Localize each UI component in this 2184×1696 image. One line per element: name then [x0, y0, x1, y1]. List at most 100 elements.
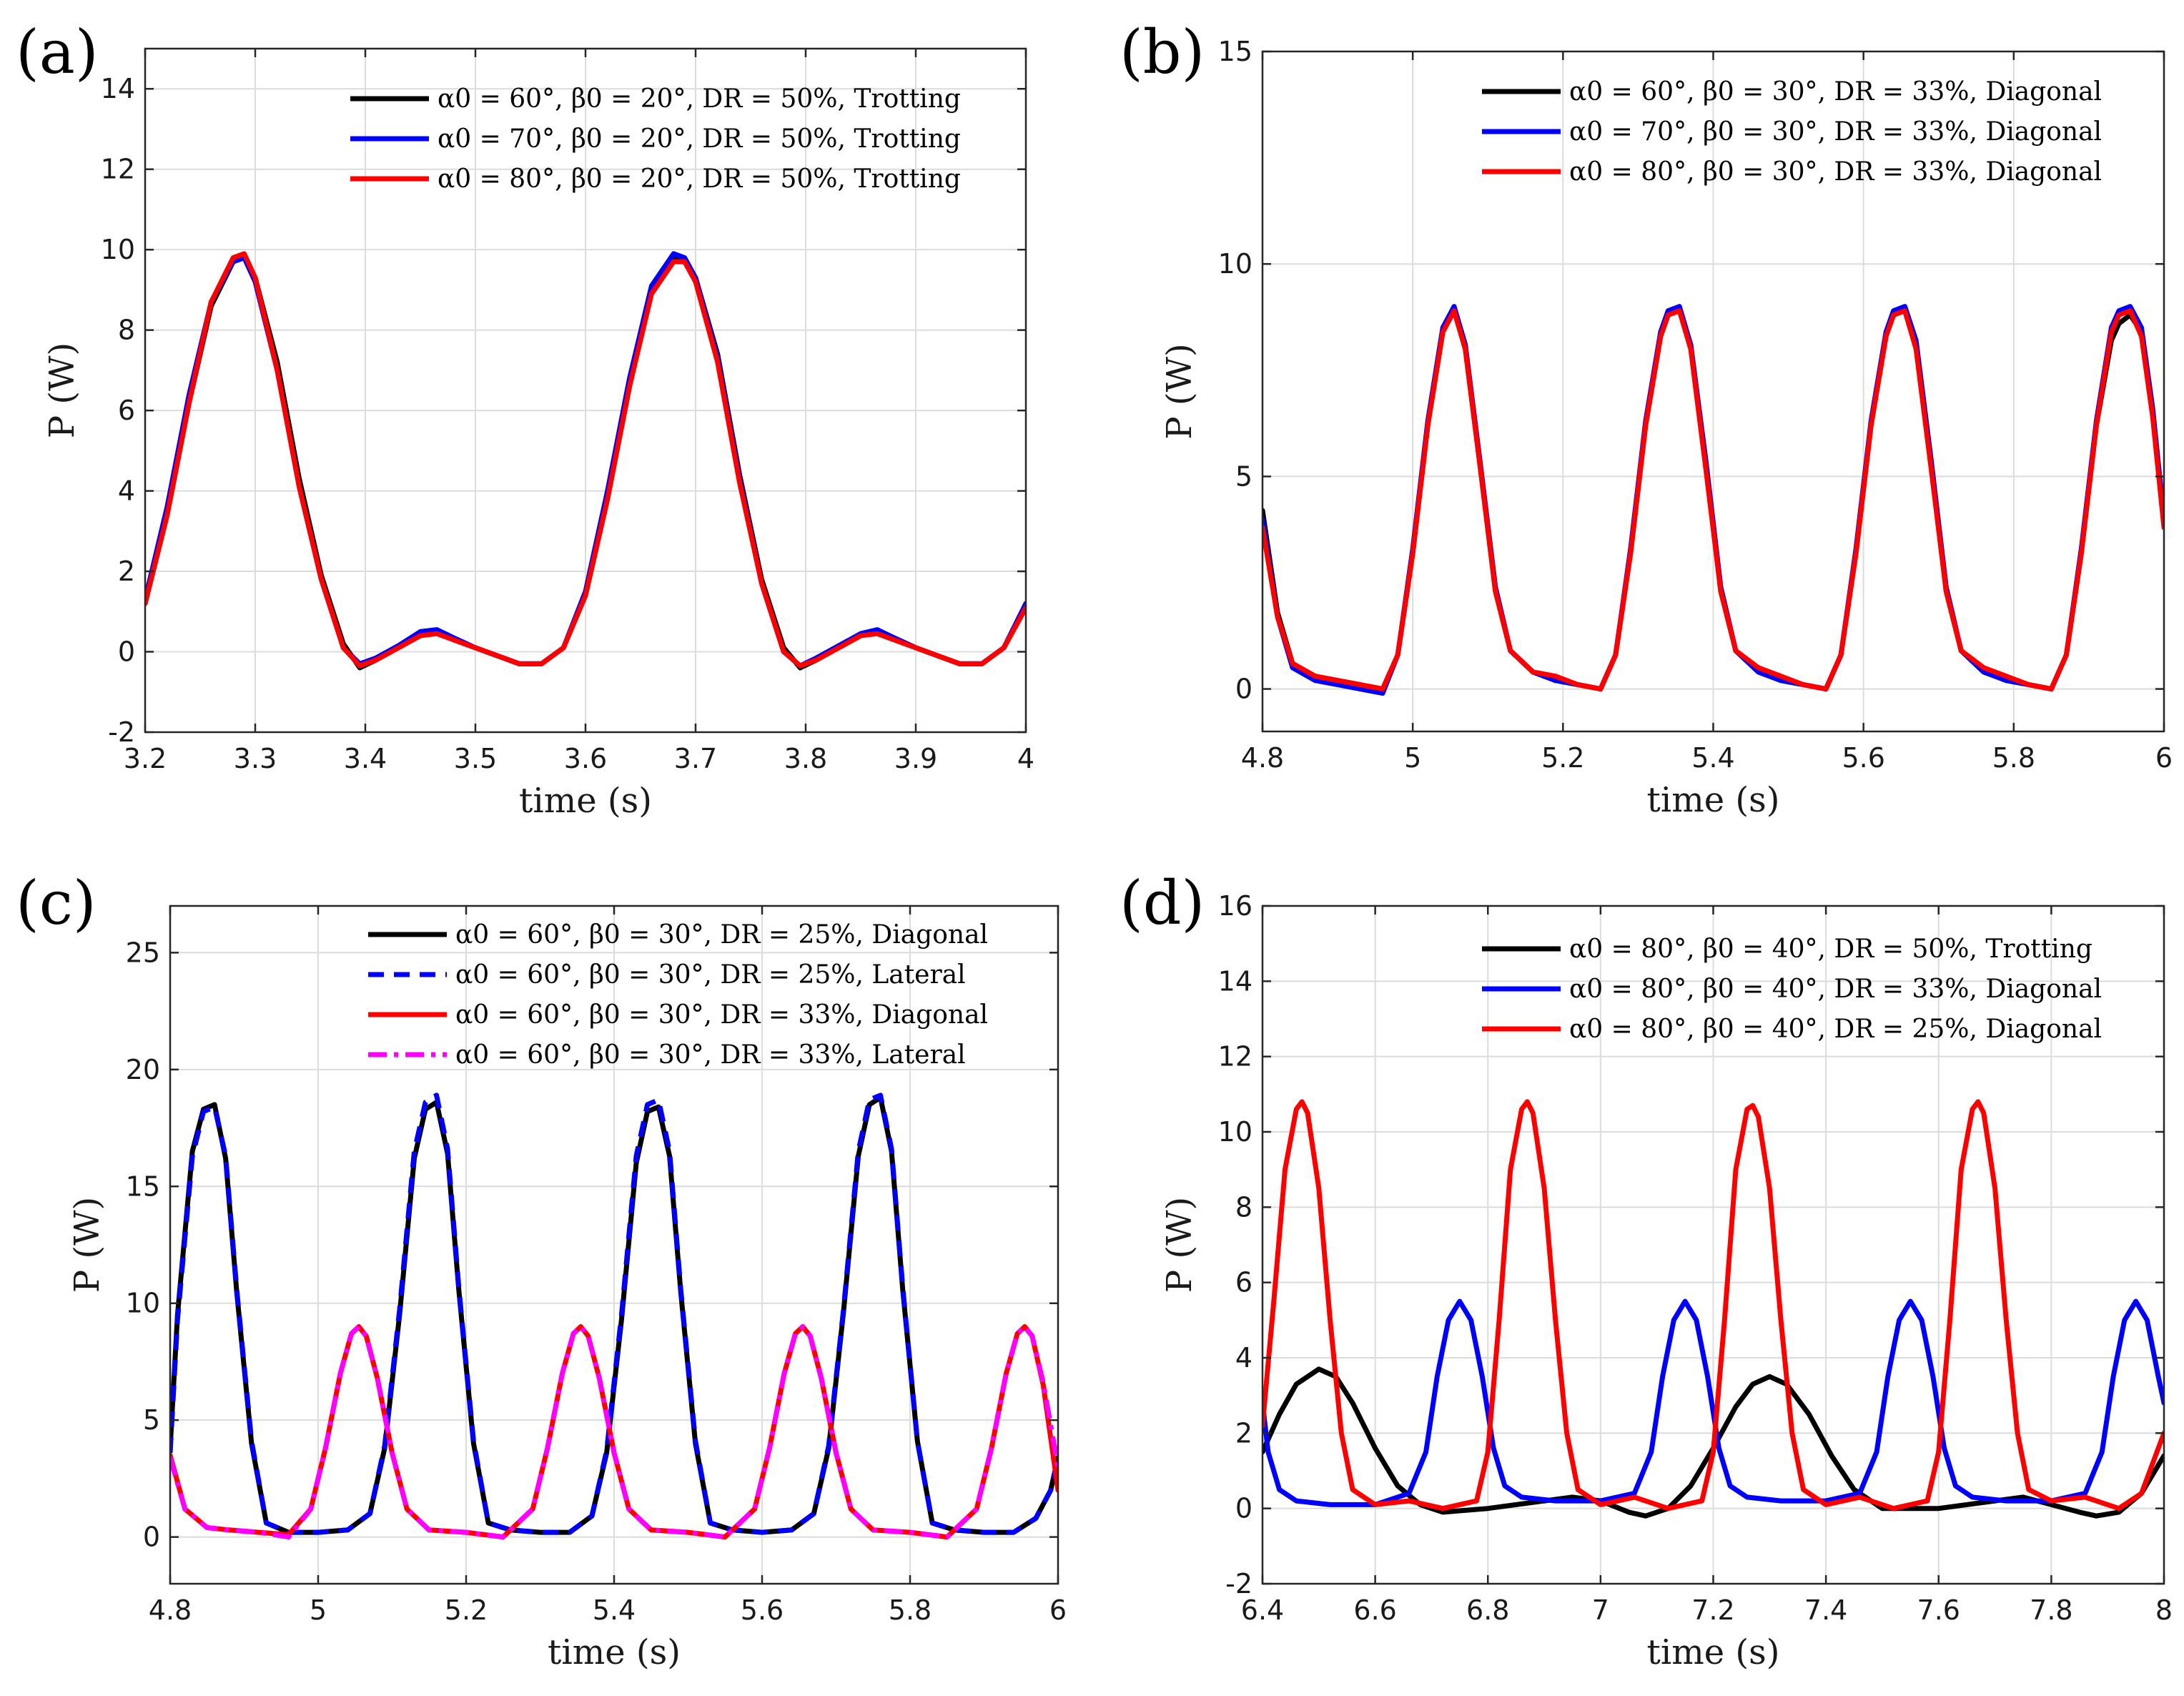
x-axis-label: time (s): [548, 1632, 681, 1672]
x-tick-label: 3.8: [784, 743, 827, 774]
y-tick-label: 8: [118, 315, 135, 346]
y-tick-label: 0: [1235, 674, 1252, 705]
legend-label: α0 = 60°, β0 = 30°, DR = 33%, Diagonal: [455, 1000, 988, 1030]
x-tick-label: 4.8: [1241, 742, 1284, 774]
y-tick-label: 6: [118, 395, 135, 426]
y-tick-label: 10: [101, 234, 135, 265]
x-tick-label: 5.4: [1691, 742, 1734, 774]
series-line-3: [145, 251, 1026, 669]
y-tick-label: -2: [1225, 1568, 1252, 1599]
panel-label: (b): [1120, 17, 1205, 87]
legend-label: α0 = 60°, β0 = 20°, DR = 50%, Trotting: [438, 84, 961, 114]
x-tick-label: 5: [1404, 742, 1421, 774]
x-tick-label: 3.4: [344, 743, 387, 774]
x-tick-label: 6: [1049, 1594, 1067, 1626]
x-tick-label: 5.2: [1541, 742, 1584, 774]
legend-label: α0 = 60°, β0 = 30°, DR = 25%, Lateral: [455, 960, 966, 990]
y-tick-label: 20: [126, 1054, 160, 1085]
panel-label: (a): [16, 17, 99, 87]
series-line-4: [170, 1323, 1058, 1540]
x-tick-label: 7.4: [1804, 1594, 1847, 1626]
x-tick-label: 5.4: [593, 1594, 636, 1626]
y-axis-label: P (W): [67, 1197, 107, 1293]
legend: α0 = 80°, β0 = 40°, DR = 50%, Trotting α0…: [1482, 935, 2102, 1044]
legend: α0 = 60°, β0 = 30°, DR = 25%, Diagonal α0…: [368, 920, 988, 1070]
y-axis-label: P (W): [1160, 1197, 1200, 1293]
y-tick-label: 2: [1235, 1417, 1252, 1449]
y-axis-label: P (W): [42, 342, 82, 438]
x-tick-label: 6.6: [1353, 1594, 1396, 1626]
y-tick-label: 0: [118, 636, 135, 668]
panel-d: (d) 6.4 6.6 6.8 7 7.2 7.4 7.6 7.8 8 -2 0 2 4 6 8 10 12 14 1…: [1120, 868, 2173, 1672]
y-tick-label: 12: [101, 154, 135, 185]
x-axis-label: time (s): [519, 781, 652, 821]
series-group: [170, 1093, 1058, 1540]
legend-label: α0 = 80°, β0 = 40°, DR = 25%, Diagonal: [1569, 1015, 2102, 1044]
y-tick-label: 15: [126, 1170, 160, 1202]
x-tick-label: 4: [1017, 743, 1034, 774]
legend: α0 = 60°, β0 = 30°, DR = 33%, Diagonal α0…: [1482, 77, 2102, 187]
x-tick-label: 3.2: [124, 743, 167, 774]
panel-label: (c): [16, 868, 97, 938]
x-tick-label: 8: [2155, 1594, 2173, 1626]
y-tick-label: 5: [1235, 460, 1252, 492]
x-tick-label: 6.4: [1241, 1594, 1284, 1626]
grid: [144, 49, 1027, 733]
series-group: [1263, 304, 2164, 696]
legend-label: α0 = 80°, β0 = 20°, DR = 50%, Trotting: [438, 164, 961, 194]
y-tick-label: 10: [126, 1288, 160, 1319]
x-tick-label: 6: [2155, 742, 2173, 774]
x-tick-label: 5.2: [445, 1594, 488, 1626]
y-tick-label: 0: [143, 1522, 160, 1553]
x-tick-label: 7.2: [1691, 1594, 1734, 1626]
y-tick-label: 15: [1218, 36, 1252, 67]
x-axis-label: time (s): [1647, 1632, 1780, 1672]
y-axis-label: P (W): [1160, 343, 1200, 439]
x-tick-label: 3.9: [894, 743, 937, 774]
y-tick-label: 2: [118, 556, 135, 587]
y-tick-label: 25: [126, 937, 160, 968]
legend: α0 = 60°, β0 = 20°, DR = 50%, Trotting α0…: [350, 84, 961, 194]
x-axis-label: time (s): [1647, 780, 1780, 820]
series-line-2: [170, 1093, 1058, 1535]
y-tick-label: 12: [1218, 1041, 1252, 1073]
x-tick-label: 3.6: [564, 743, 607, 774]
x-tick-label: 5.6: [1842, 742, 1884, 774]
x-tick-label: 3.3: [234, 743, 277, 774]
legend-label: α0 = 60°, β0 = 30°, DR = 33%, Diagonal: [1569, 77, 2102, 107]
y-tick-label: 10: [1218, 1116, 1252, 1148]
y-tick-label: 0: [1235, 1493, 1252, 1524]
x-tick-label: 7.6: [1917, 1594, 1960, 1626]
panel-c: (c) 4.8 5 5.2 5.4 5.6 5.8 6 0 5 10 15 20 25 time (s) P …: [16, 868, 1067, 1672]
series-line-3: [1263, 308, 2164, 692]
series-line-3: [1263, 1099, 2164, 1512]
x-tick-label: 4.8: [149, 1594, 192, 1626]
x-tick-label: 5: [310, 1594, 327, 1626]
legend-label: α0 = 80°, β0 = 40°, DR = 33%, Diagonal: [1569, 975, 2102, 1004]
panel-a: (a) 3.2 3.3 3.4 3.5 3.6 3.7 3.8 3.9 4 -2 0 2 4 6 8 10 12 1…: [16, 17, 1034, 821]
y-tick-label: 4: [118, 475, 135, 507]
y-tick-label: 16: [1218, 890, 1252, 922]
series-line-2: [1263, 1298, 2164, 1507]
legend-label: α0 = 80°, β0 = 40°, DR = 50%, Trotting: [1569, 935, 2092, 964]
y-tick-label: 14: [1218, 965, 1252, 997]
y-tick-label: -2: [108, 716, 135, 748]
series-group: [1263, 1099, 2164, 1519]
panel-b: (b) 4.8 5 5.2 5.4 5.6 5.8 6 0 5 10 15 time (s) P (W) α…: [1120, 17, 2173, 820]
legend-label: α0 = 80°, β0 = 30°, DR = 33%, Diagonal: [1569, 157, 2102, 187]
x-tick-label: 5.8: [889, 1594, 932, 1626]
x-tick-label: 6.8: [1466, 1594, 1509, 1626]
x-tick-label: 5.8: [1992, 742, 2035, 774]
x-tick-label: 7: [1592, 1594, 1609, 1626]
x-tick-label: 5.6: [741, 1594, 784, 1626]
panel-label: (d): [1120, 868, 1205, 938]
x-tick-label: 7.8: [2030, 1594, 2072, 1626]
y-tick-label: 4: [1235, 1342, 1252, 1374]
legend-label: α0 = 70°, β0 = 30°, DR = 33%, Diagonal: [1569, 117, 2102, 147]
legend-label: α0 = 60°, β0 = 30°, DR = 33%, Lateral: [455, 1040, 966, 1070]
legend-label: α0 = 60°, β0 = 30°, DR = 25%, Diagonal: [455, 920, 988, 950]
y-tick-label: 5: [143, 1404, 160, 1436]
y-tick-label: 10: [1218, 248, 1252, 280]
legend-label: α0 = 70°, β0 = 20°, DR = 50%, Trotting: [438, 124, 961, 154]
